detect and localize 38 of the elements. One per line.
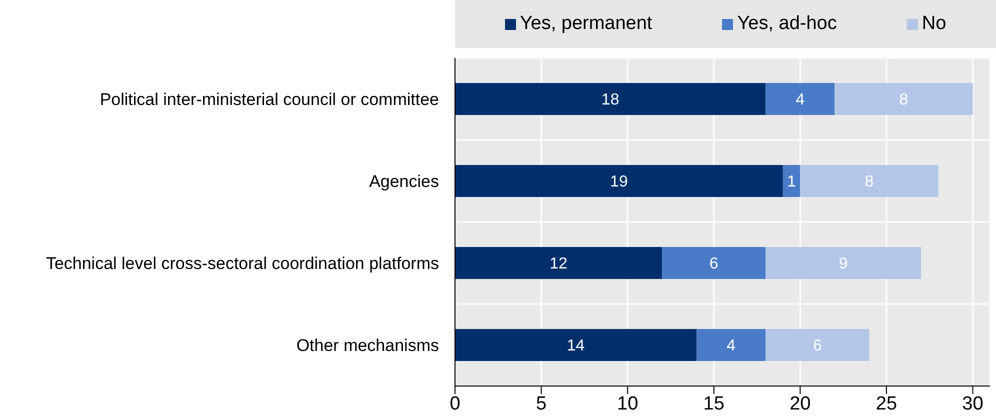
bar [696, 329, 766, 361]
y-tick-label: Agencies [369, 172, 439, 192]
legend-label: Yes, permanent [520, 13, 652, 35]
x-tick-label: 15 [703, 393, 724, 414]
x-tick-label: 5 [536, 393, 547, 414]
data-label: 12 [550, 256, 568, 273]
bar [800, 165, 938, 197]
data-label: 8 [864, 174, 874, 191]
data-label: 6 [812, 338, 822, 355]
y-tick-label: Other mechanisms [296, 336, 439, 356]
y-tick-label: Political inter-ministerial council or committee [100, 90, 439, 110]
x-tick-label: 25 [876, 393, 898, 414]
x-tick-label: 0 [450, 393, 460, 414]
data-label: 9 [838, 256, 848, 273]
bar [834, 83, 973, 115]
bar [455, 83, 766, 115]
data-label: 4 [796, 92, 805, 109]
x-tick-label: 10 [617, 393, 638, 414]
legend-label: Yes, ad-hoc [737, 13, 837, 35]
bar [455, 329, 697, 361]
bar [455, 247, 662, 279]
legend-label: No [922, 13, 946, 35]
y-tick-label: Technical level cross-sectoral coordination platforms [46, 254, 439, 274]
data-label: 14 [566, 338, 585, 355]
bar [782, 165, 800, 197]
data-label: 18 [601, 92, 620, 109]
data-label: 4 [726, 338, 736, 355]
bar [455, 165, 783, 197]
bar [766, 247, 921, 279]
bar [662, 247, 766, 279]
bar [766, 83, 835, 115]
x-tick-label: 30 [962, 393, 984, 414]
data-label: 1 [787, 174, 796, 191]
data-label: 8 [899, 92, 908, 109]
data-label: 6 [709, 256, 718, 273]
x-tick-label: 20 [790, 393, 811, 414]
data-label: 19 [610, 174, 628, 191]
bar [766, 329, 870, 361]
